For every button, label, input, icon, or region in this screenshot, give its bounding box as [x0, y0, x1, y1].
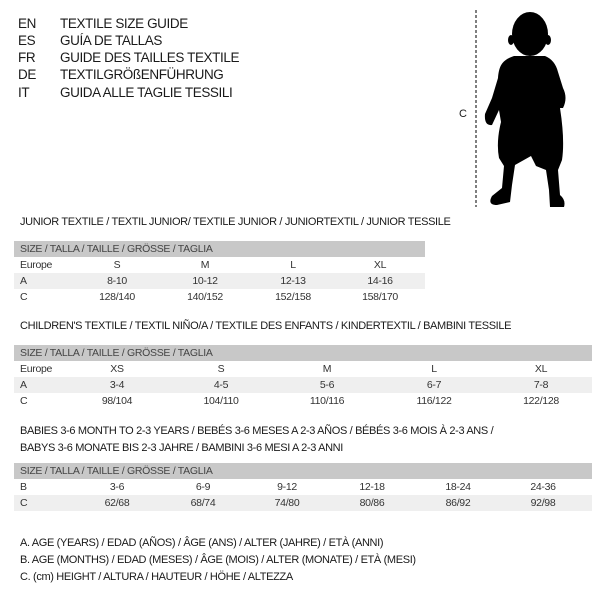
cell: 5-6 [319, 379, 335, 391]
cell: 140/152 [187, 291, 223, 303]
junior-size-table: SIZE / TALLA / TAILLE / GRÖSSE / TAGLIA … [14, 241, 425, 305]
lang-title: TEXTILGRÖßENFÜHRUNG [60, 67, 224, 82]
cell: 128/140 [99, 291, 135, 303]
cell: 116/122 [416, 395, 452, 407]
head-shape [512, 12, 548, 56]
table-row: Europe S M L XL [14, 257, 425, 273]
children-title: CHILDREN'S TEXTILE / TEXTIL NIÑO/A / TEX… [20, 320, 512, 332]
cell: 18-24 [445, 481, 471, 493]
babies-size-table: SIZE / TALLA / TAILLE / GRÖSSE / TAGLIA … [14, 463, 592, 511]
lang-code: IT [18, 85, 30, 100]
cell: XS [110, 363, 124, 375]
lang-code: FR [18, 50, 36, 65]
cell: 14-16 [367, 275, 393, 287]
cell: M [200, 259, 210, 271]
lang-title: GUIDA ALLE TAGLIE TESSILI [60, 85, 233, 100]
cell: 9-12 [277, 481, 297, 493]
cell: 12-18 [359, 481, 385, 493]
lang-code: EN [18, 16, 36, 31]
cell: 62/68 [104, 497, 130, 509]
cell: L [431, 363, 437, 375]
cell: 4-5 [213, 379, 229, 391]
cell: M [322, 363, 332, 375]
table-row: B 3-6 6-9 9-12 12-18 18-24 24-36 [14, 479, 592, 495]
table-row: A 3-4 4-5 5-6 6-7 7-8 [14, 377, 592, 393]
legend-b: B. AGE (MONTHS) / EDAD (MESES) / ÂGE (MO… [20, 554, 416, 566]
row-label: B [20, 481, 27, 493]
cell: 158/170 [362, 291, 398, 303]
table-row: C 98/104 104/110 110/116 116/122 122/128 [14, 393, 592, 409]
lang-title: GUÍA DE TALLAS [60, 33, 162, 48]
cell: 98/104 [101, 395, 133, 407]
cell: 3-4 [109, 379, 125, 391]
cell: S [217, 363, 225, 375]
cell: 74/80 [274, 497, 300, 509]
cell: 110/116 [309, 395, 345, 407]
cell: 104/110 [203, 395, 239, 407]
table-row: C 128/140 140/152 152/158 158/170 [14, 289, 425, 305]
cell: 80/86 [359, 497, 385, 509]
cell: 6-7 [426, 379, 442, 391]
cell: 24-36 [530, 481, 556, 493]
legend-a: A. AGE (YEARS) / EDAD (AÑOS) / ÂGE (ANS)… [20, 537, 384, 549]
table-header: SIZE / TALLA / TAILLE / GRÖSSE / TAGLIA [14, 345, 592, 361]
row-label: C [20, 497, 28, 509]
cell: S [113, 259, 121, 271]
cell: 92/98 [530, 497, 556, 509]
cell: XL [373, 259, 387, 271]
row-label: A [20, 379, 27, 391]
junior-title: JUNIOR TEXTILE / TEXTIL JUNIOR/ TEXTILE … [20, 216, 451, 228]
babies-title-line1: BABIES 3-6 MONTH TO 2-3 YEARS / BEBÉS 3-… [20, 425, 494, 437]
table-header: SIZE / TALLA / TAILLE / GRÖSSE / TAGLIA [14, 241, 425, 257]
child-silhouette-icon [475, 10, 566, 207]
lang-code: DE [18, 67, 36, 82]
lang-title: TEXTILE SIZE GUIDE [60, 16, 188, 31]
cell: 10-12 [192, 275, 218, 287]
height-measure-label: C [459, 108, 467, 120]
body-shape [484, 56, 566, 207]
lang-code: ES [18, 33, 36, 48]
table-row: A 8-10 10-12 12-13 14-16 [14, 273, 425, 289]
row-label: Europe [20, 259, 53, 271]
cell: 12-13 [280, 275, 306, 287]
row-label: Europe [20, 363, 53, 375]
table-header: SIZE / TALLA / TAILLE / GRÖSSE / TAGLIA [14, 463, 592, 479]
children-size-table: SIZE / TALLA / TAILLE / GRÖSSE / TAGLIA … [14, 345, 592, 409]
cell: 86/92 [445, 497, 471, 509]
cell: XL [534, 363, 548, 375]
cell: 122/128 [523, 395, 559, 407]
babies-title-line2: BABYS 3-6 MONATE BIS 2-3 JAHRE / BAMBINI… [20, 442, 343, 454]
table-row: Europe XS S M L XL [14, 361, 592, 377]
row-label: C [20, 395, 28, 407]
cell: L [290, 259, 296, 271]
row-label: A [20, 275, 27, 287]
cell: 152/158 [275, 291, 311, 303]
cell: 68/74 [190, 497, 216, 509]
cell: 7-8 [533, 379, 549, 391]
lang-title: GUIDE DES TAILLES TEXTILE [60, 50, 240, 65]
cell: 3-6 [109, 481, 125, 493]
row-label: C [20, 291, 28, 303]
cell: 8-10 [107, 275, 127, 287]
cell: 6-9 [195, 481, 211, 493]
table-row: C 62/68 68/74 74/80 80/86 86/92 92/98 [14, 495, 592, 511]
legend-c: C. (cm) HEIGHT / ALTURA / HAUTEUR / HÖHE… [20, 571, 293, 583]
